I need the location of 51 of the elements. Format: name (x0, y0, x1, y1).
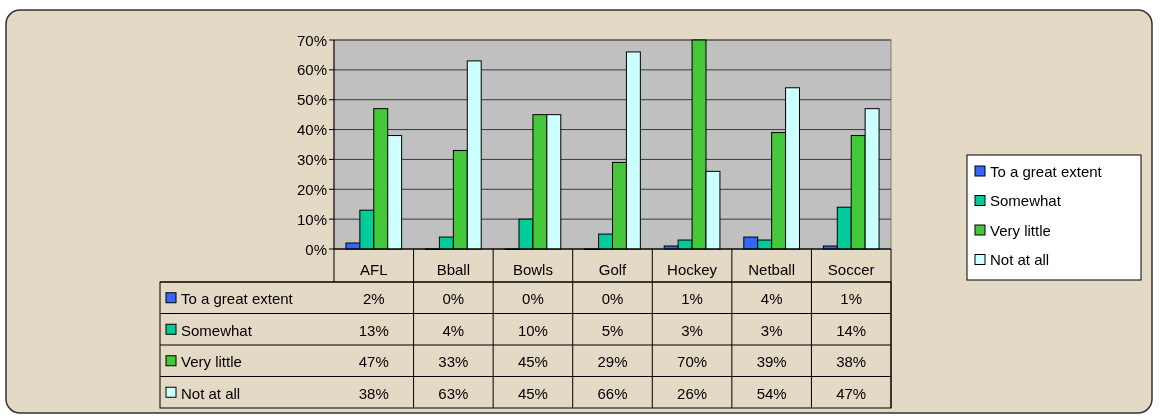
data-label: 54% (756, 384, 787, 402)
data-label: 5% (601, 321, 624, 339)
data-label: 45% (517, 353, 548, 371)
data-label: 4% (442, 321, 465, 339)
x-tick-label: Hockey (667, 261, 718, 278)
y-tick-label: 60% (296, 61, 327, 79)
data-label: 14% (836, 321, 867, 339)
x-tick-label: Soccer (827, 261, 875, 278)
data-label: 47% (836, 384, 867, 402)
legend-label: Very little (990, 221, 1051, 239)
data-label: 38% (358, 384, 389, 402)
y-tick-label: 40% (296, 121, 327, 139)
y-tick-label: 50% (296, 91, 327, 109)
y-tick-label: 70% (296, 31, 327, 49)
data-label: 1% (840, 290, 863, 308)
data-label: 0% (442, 290, 465, 308)
text: To a great extent (990, 162, 1102, 180)
y-tick-label: 0% (305, 240, 327, 258)
data-label: 39% (756, 353, 787, 371)
data-label: 70% (677, 353, 708, 371)
data-label: 10% (517, 321, 548, 339)
text: Not at all (181, 384, 241, 402)
data-label: 63% (438, 384, 469, 402)
data-label: 45% (517, 384, 548, 402)
data-label: 66% (597, 384, 628, 402)
data-label: 38% (836, 353, 867, 371)
data-label: 0% (522, 290, 544, 308)
legend-label: Not at all (990, 251, 1050, 268)
y-tick-label: 10% (296, 210, 327, 228)
legend-label: Somewhat (181, 321, 253, 339)
data-label: 4% (760, 290, 783, 308)
data-label: 47% (358, 353, 389, 371)
x-tick-label: AFL (360, 261, 388, 278)
data-label: 33% (438, 353, 469, 371)
data-label: 13% (358, 321, 389, 339)
x-tick-label: Golf (598, 261, 628, 278)
x-tick-label: Bball (436, 261, 471, 278)
data-label: 2% (362, 290, 385, 308)
data-label: 29% (597, 353, 628, 371)
data-label: 26% (677, 384, 708, 402)
data-label: 3% (760, 321, 783, 339)
text: Somewhat (990, 192, 1061, 209)
y-tick-label: 20% (296, 180, 327, 198)
y-tick-label: 30% (296, 150, 327, 168)
data-label: 3% (681, 321, 703, 339)
x-tick-label: Bowls (512, 261, 553, 278)
data-label: 0% (601, 290, 624, 308)
data-label: 1% (681, 290, 703, 308)
x-tick-label: Netball (748, 261, 795, 278)
text: Very little (181, 353, 242, 371)
legend-label: To a great extent (181, 290, 294, 308)
